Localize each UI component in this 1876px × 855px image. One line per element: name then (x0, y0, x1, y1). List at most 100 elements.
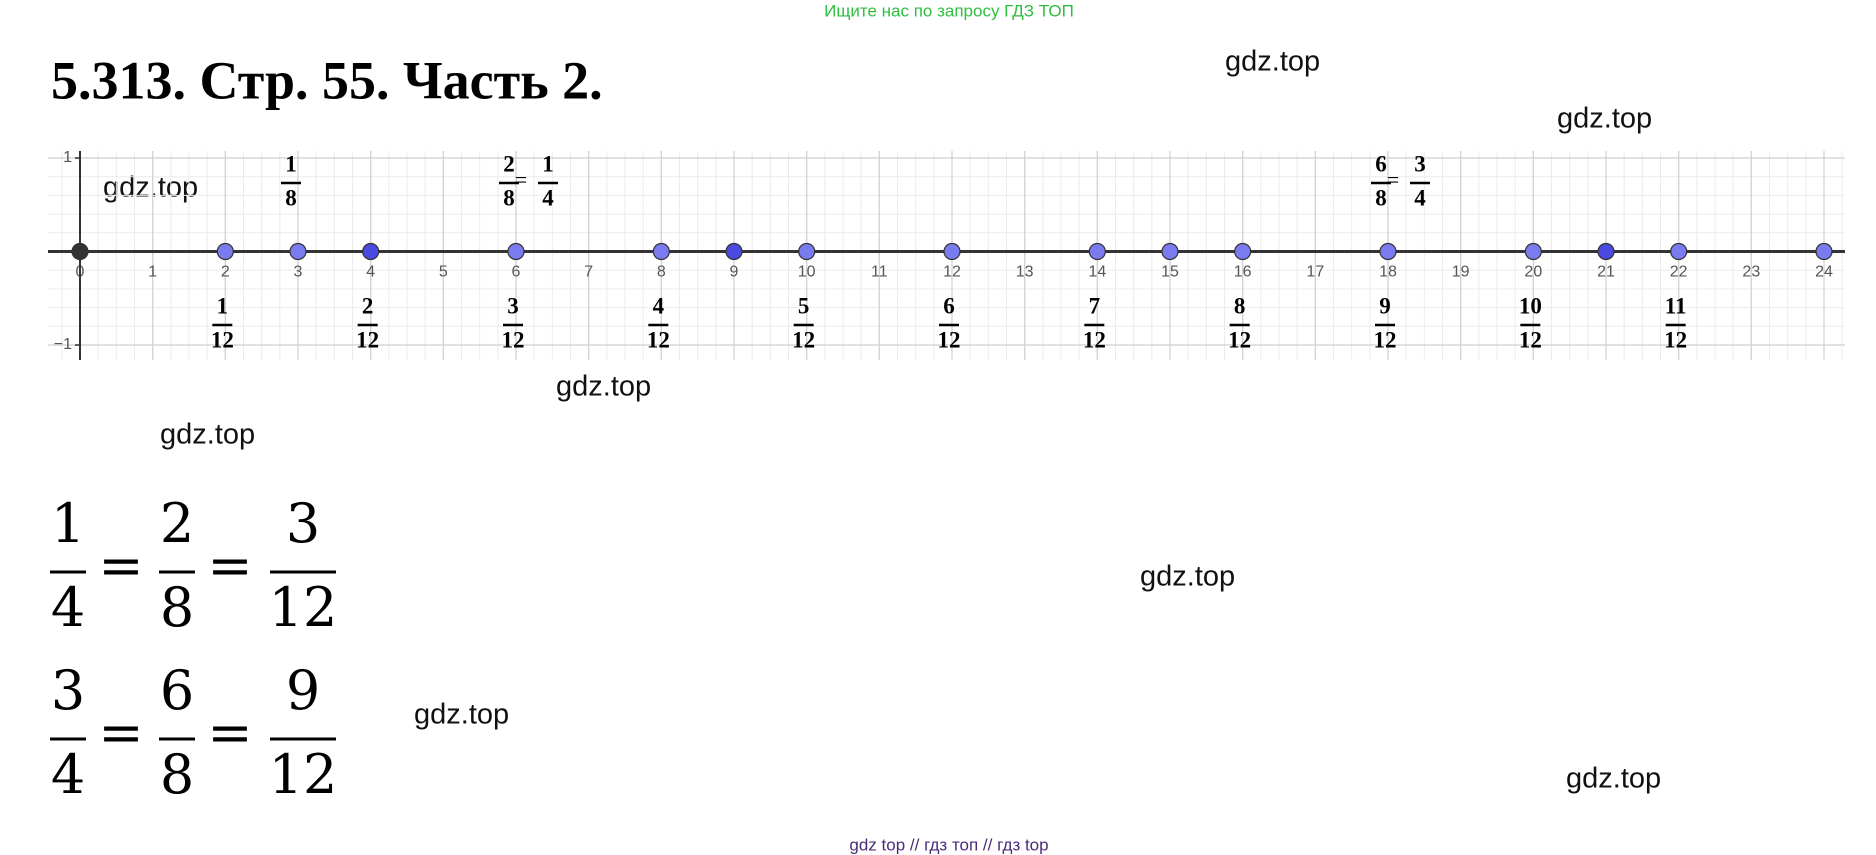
point (216, 242, 234, 261)
denominator: 8 (160, 743, 194, 806)
denominator: 12 (1083, 327, 1106, 352)
numerator: 2 (503, 151, 515, 176)
footer: gdz top // гдз топ // гдз top (849, 835, 1048, 854)
numerator: 7 (1089, 293, 1101, 318)
x-tick-label: 11 (871, 264, 888, 281)
point (1161, 242, 1179, 261)
denominator: 12 (647, 327, 670, 352)
x-tick-label: 6 (512, 264, 521, 281)
numerator: 9 (286, 659, 320, 722)
x-tick-label: 16 (1234, 264, 1252, 281)
x-tick-label: 9 (730, 264, 739, 281)
x-tick-label: 21 (1597, 264, 1615, 281)
x-tick-label: 8 (657, 264, 666, 281)
numerator: 4 (653, 293, 665, 318)
denominator: 12 (211, 327, 234, 352)
numerator: 3 (51, 659, 85, 722)
x-tick-label: 13 (1016, 264, 1034, 281)
point (798, 242, 816, 261)
denominator: 12 (269, 743, 338, 806)
x-tick-label: 1 (148, 264, 157, 281)
numerator: 3 (507, 293, 519, 318)
denominator: 12 (792, 327, 815, 352)
numerator: 3 (286, 492, 320, 555)
point (1597, 242, 1615, 261)
point (1234, 242, 1252, 261)
x-tick-label: 10 (798, 264, 816, 281)
numerator: 9 (1379, 293, 1391, 318)
equals-sign: = (207, 701, 252, 764)
point (1379, 242, 1397, 261)
banner: Ищите нас по запросу ГДЗ ТОП (824, 1, 1074, 20)
x-tick-label: 2 (221, 264, 230, 281)
denominator: 8 (285, 185, 297, 210)
denominator: 8 (1375, 185, 1387, 210)
x-tick-label: 19 (1452, 264, 1470, 281)
title: 5.313. Стр. 55. Часть 2. (51, 50, 603, 110)
x-tick-label: 4 (366, 264, 375, 281)
watermark: gdz.top (1566, 763, 1661, 795)
numerator: 2 (160, 492, 194, 555)
watermark: gdz.top (1557, 103, 1652, 135)
denominator: 12 (269, 576, 338, 639)
numerator: 10 (1519, 293, 1542, 318)
point (362, 242, 380, 261)
denominator: 12 (1664, 327, 1687, 352)
equals-sign: = (1387, 167, 1399, 192)
denominator: 12 (1519, 327, 1542, 352)
denominator: 4 (51, 743, 85, 806)
equals-sign: = (98, 534, 143, 597)
x-tick-label: 24 (1815, 264, 1833, 281)
point (652, 242, 670, 261)
denominator: 12 (1374, 327, 1397, 352)
numerator: 8 (1234, 293, 1246, 318)
denominator: 12 (502, 327, 525, 352)
x-tick-label: 14 (1088, 264, 1106, 281)
watermark: gdz.top (1140, 561, 1235, 593)
y-tick-label: −1 (54, 336, 72, 353)
denominator: 4 (542, 185, 554, 210)
x-tick-label: 23 (1742, 264, 1760, 281)
point (1088, 242, 1106, 261)
y-tick-label: 1 (63, 149, 72, 166)
denominator: 12 (938, 327, 961, 352)
denominator: 8 (503, 185, 515, 210)
point (1524, 242, 1542, 261)
equals-sign: = (98, 701, 143, 764)
watermark: gdz.top (1225, 46, 1320, 78)
point (71, 242, 89, 261)
denominator: 8 (160, 576, 194, 639)
x-tick-label: 17 (1306, 264, 1324, 281)
point (725, 242, 743, 261)
x-tick-label: 5 (439, 264, 448, 281)
equals-sign: = (207, 534, 252, 597)
numerator: 6 (943, 293, 955, 318)
numerator: 6 (160, 659, 194, 722)
denominator: 12 (356, 327, 379, 352)
x-tick-label: 7 (584, 264, 593, 281)
point (1670, 242, 1688, 261)
numerator: 11 (1665, 293, 1687, 318)
denominator: 12 (1228, 327, 1251, 352)
point (943, 242, 961, 261)
x-tick-label: 15 (1161, 264, 1179, 281)
x-tick-label: 22 (1670, 264, 1688, 281)
watermark: gdz.top (160, 419, 255, 451)
watermark: gdz.top (414, 699, 509, 731)
numerator: 3 (1414, 151, 1426, 176)
x-tick-label: 12 (943, 264, 961, 281)
x-tick-label: 18 (1379, 264, 1397, 281)
point (1815, 242, 1833, 261)
watermark: gdz.top (556, 371, 651, 403)
numerator: 1 (542, 151, 554, 176)
x-tick-label: 20 (1524, 264, 1542, 281)
x-tick-label: 3 (294, 264, 303, 281)
denominator: 4 (1414, 185, 1426, 210)
numerator: 2 (362, 293, 374, 318)
point (507, 242, 525, 261)
numerator: 1 (217, 293, 229, 318)
numerator: 5 (798, 293, 810, 318)
denominator: 4 (51, 576, 85, 639)
equals-sign: = (515, 167, 527, 192)
